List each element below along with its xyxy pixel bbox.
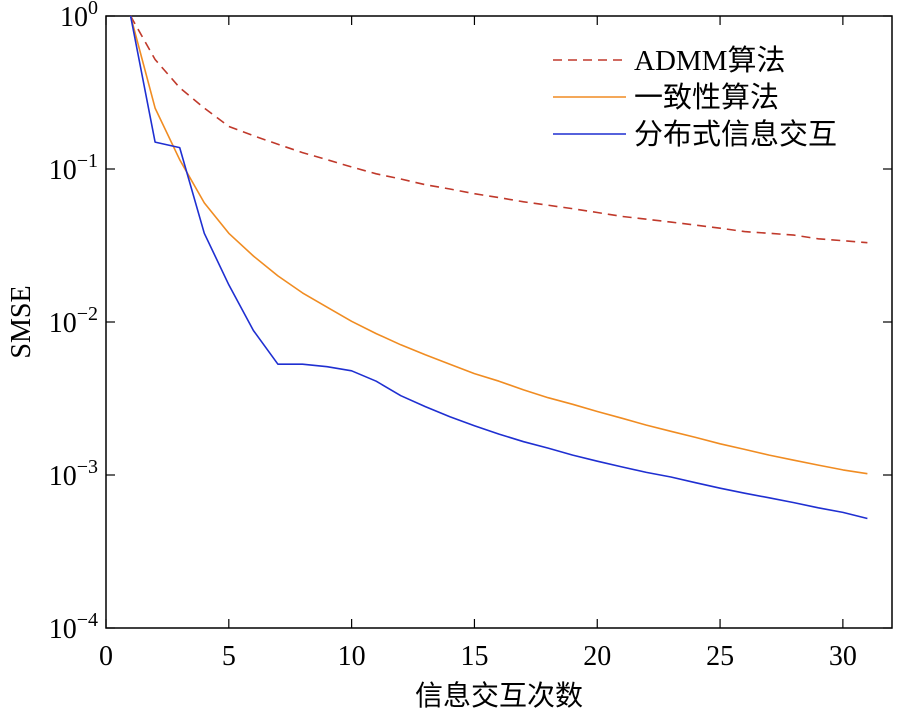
legend-label: ADMM算法 — [634, 44, 785, 77]
x-tick-label: 25 — [706, 641, 734, 672]
y-tick-label: 10−2 — [49, 303, 98, 339]
y-tick-label: 10−1 — [49, 150, 98, 186]
y-tick-label: 10−4 — [49, 609, 98, 645]
x-tick-label: 5 — [222, 641, 236, 672]
y-tick-label: 10−3 — [49, 456, 98, 492]
plot-area — [105, 15, 893, 629]
x-axis-label: 信息交互次数 — [415, 680, 583, 712]
x-tick-label: 20 — [583, 641, 611, 672]
series-line-2 — [129, 15, 868, 475]
x-tick-label: 0 — [99, 641, 113, 672]
series-lines — [129, 15, 868, 520]
y-axis-label: SMSE — [6, 285, 37, 358]
axis-ticks — [105, 15, 892, 629]
x-tick-label: 30 — [829, 641, 857, 672]
series-line-1 — [129, 15, 868, 244]
x-tick-label: 10 — [338, 641, 366, 672]
legend-label: 一致性算法 — [634, 81, 779, 114]
x-tick-label: 15 — [460, 641, 488, 672]
tick-labels: 0 5 10 15 20 25 30 100 10−1 10−2 10−3 10−4 — [49, 0, 857, 672]
y-tick-label: 100 — [60, 0, 98, 33]
series-line-3 — [129, 15, 868, 520]
legend-label: 分布式信息交互 — [634, 118, 837, 151]
